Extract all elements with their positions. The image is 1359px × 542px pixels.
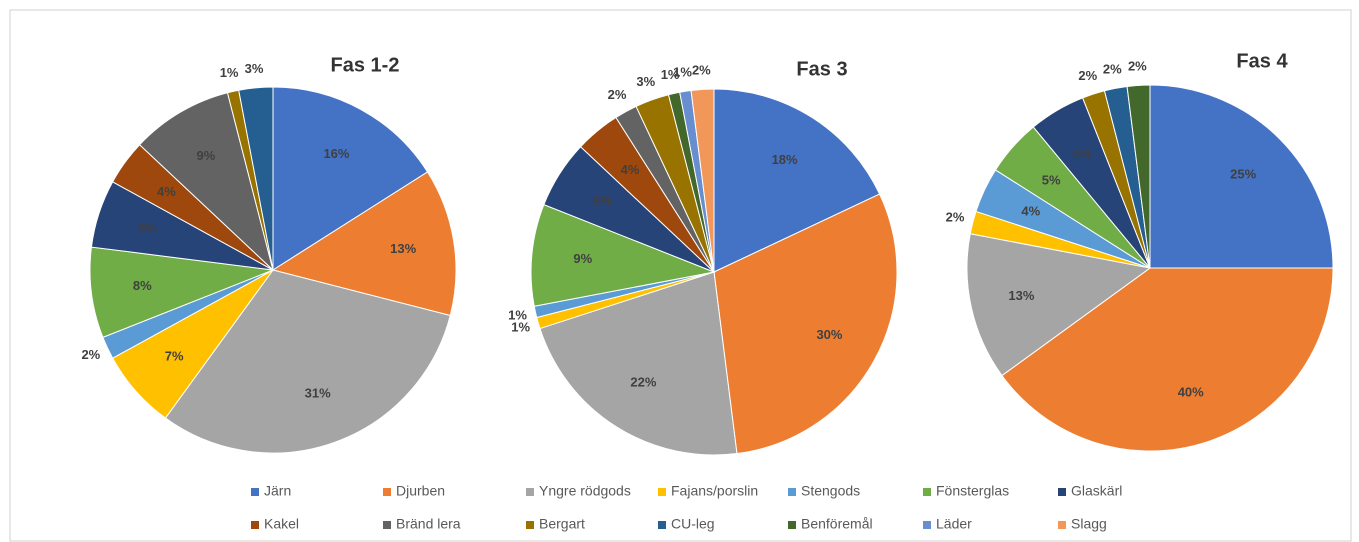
- pie-slice: [966, 233, 1152, 377]
- pie-title: Fas 4: [1236, 50, 1288, 72]
- pie-slice: [89, 246, 274, 339]
- legend-label: Yngre rödgods: [539, 483, 631, 499]
- data-label: 16%: [323, 146, 349, 161]
- pie-slice: [713, 88, 881, 273]
- legend-swatch: [788, 521, 796, 529]
- legend-swatch: [658, 488, 666, 496]
- data-label: 13%: [390, 241, 416, 256]
- data-label: 13%: [1008, 288, 1034, 303]
- legend-label: Fönsterglas: [936, 483, 1009, 499]
- legend-swatch: [383, 521, 391, 529]
- legend-label: Slagg: [1071, 516, 1107, 532]
- data-label: 9%: [573, 251, 592, 266]
- legend-swatch: [526, 521, 534, 529]
- data-label: 18%: [772, 152, 798, 167]
- legend-label: Järn: [264, 483, 291, 499]
- data-label: 6%: [138, 221, 157, 236]
- legend-swatch: [526, 488, 534, 496]
- legend-swatch: [251, 488, 259, 496]
- legend-label: Läder: [936, 516, 972, 532]
- pie-slice: [713, 193, 898, 455]
- data-label: 1%: [661, 67, 680, 82]
- data-label: 22%: [630, 375, 656, 390]
- pie-slice: [164, 269, 451, 454]
- pie-slice: [690, 88, 715, 273]
- data-label: 1%: [511, 320, 530, 335]
- data-label: 2%: [608, 87, 627, 102]
- pie-slice: [238, 86, 274, 271]
- legend-label: Fajans/porslin: [671, 483, 758, 499]
- data-label: 2%: [81, 347, 100, 362]
- pie-title: Fas 3: [796, 58, 847, 80]
- data-label: 31%: [305, 385, 331, 400]
- legend-label: Djurben: [396, 483, 445, 499]
- legend-label: Stengods: [801, 483, 860, 499]
- data-label: 5%: [1042, 172, 1061, 187]
- pie-slice: [271, 171, 457, 317]
- pie-slice: [138, 92, 274, 272]
- data-label: 30%: [816, 327, 842, 342]
- data-label: 1%: [220, 65, 239, 80]
- data-label: 3%: [636, 74, 655, 89]
- legend-swatch: [1058, 488, 1066, 496]
- pie-slice: [1149, 84, 1334, 269]
- legend-label: Benföremål: [801, 516, 873, 532]
- legend-swatch: [923, 521, 931, 529]
- legend-swatch: [1058, 521, 1066, 529]
- legend-label: Bränd lera: [396, 516, 461, 532]
- data-label: 40%: [1178, 385, 1204, 400]
- data-label: 1%: [673, 65, 692, 80]
- data-label: 3%: [245, 61, 264, 76]
- data-label: 4%: [1021, 203, 1040, 218]
- legend-label: Kakel: [264, 516, 299, 532]
- data-label: 2%: [1103, 62, 1122, 77]
- pie-title: Fas 1-2: [331, 54, 400, 76]
- legend-swatch: [658, 521, 666, 529]
- legend-swatch: [788, 488, 796, 496]
- data-label: 2%: [946, 209, 965, 224]
- data-label: 6%: [593, 193, 612, 208]
- pie-slice: [1001, 267, 1334, 452]
- legend-label: CU-leg: [671, 516, 715, 532]
- data-label: 4%: [157, 184, 176, 199]
- data-label: 1%: [508, 307, 527, 322]
- chart-frame: [9, 9, 1352, 542]
- pie-slice: [272, 86, 429, 271]
- data-label: 2%: [692, 63, 711, 78]
- legend-swatch: [251, 521, 259, 529]
- data-label: 8%: [133, 278, 152, 293]
- data-label: 5%: [1074, 146, 1093, 161]
- data-label: 4%: [621, 162, 640, 177]
- pie-slice: [539, 271, 738, 456]
- legend-swatch: [923, 488, 931, 496]
- legend-label: Glaskärl: [1071, 483, 1122, 499]
- data-label: 9%: [197, 148, 216, 163]
- data-label: 7%: [165, 349, 184, 364]
- legend-label: Bergart: [539, 516, 585, 532]
- data-label: 2%: [1128, 59, 1147, 74]
- data-label: 2%: [1078, 68, 1097, 83]
- pie-slice: [530, 203, 716, 307]
- pie-slice: [1126, 84, 1151, 269]
- data-label: 25%: [1230, 166, 1256, 181]
- legend-swatch: [383, 488, 391, 496]
